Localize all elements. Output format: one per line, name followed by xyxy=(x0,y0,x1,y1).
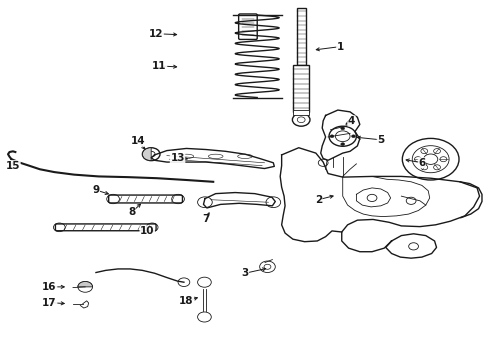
FancyBboxPatch shape xyxy=(55,224,156,231)
Text: 14: 14 xyxy=(131,136,146,146)
Text: 11: 11 xyxy=(152,61,167,71)
Circle shape xyxy=(341,127,344,130)
Text: 13: 13 xyxy=(171,153,185,163)
Text: 16: 16 xyxy=(42,282,57,292)
Circle shape xyxy=(330,135,334,138)
Text: 7: 7 xyxy=(202,215,210,224)
FancyBboxPatch shape xyxy=(294,65,309,112)
Text: 6: 6 xyxy=(418,158,425,168)
Text: 8: 8 xyxy=(128,207,135,217)
Wedge shape xyxy=(143,148,151,161)
Text: 10: 10 xyxy=(140,226,154,236)
FancyBboxPatch shape xyxy=(294,110,309,116)
Text: 1: 1 xyxy=(337,42,344,51)
Wedge shape xyxy=(78,282,93,287)
Text: 2: 2 xyxy=(315,195,322,205)
Text: 4: 4 xyxy=(348,116,355,126)
Text: 18: 18 xyxy=(179,296,194,306)
Text: 12: 12 xyxy=(149,29,163,39)
Circle shape xyxy=(341,143,344,145)
Circle shape xyxy=(351,135,355,138)
Text: 3: 3 xyxy=(242,268,248,278)
Text: 9: 9 xyxy=(93,185,99,195)
Text: 17: 17 xyxy=(42,298,57,308)
Text: 5: 5 xyxy=(377,135,385,145)
Text: 15: 15 xyxy=(6,161,20,171)
FancyBboxPatch shape xyxy=(239,14,257,40)
FancyBboxPatch shape xyxy=(297,8,306,65)
FancyBboxPatch shape xyxy=(109,195,182,203)
